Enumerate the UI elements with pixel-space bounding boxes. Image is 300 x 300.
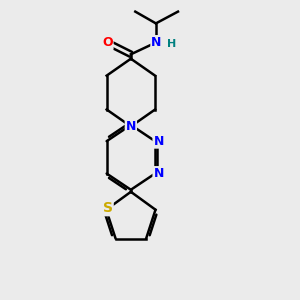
Text: O: O [102, 36, 112, 49]
Text: N: N [153, 167, 164, 180]
Text: N: N [153, 135, 164, 148]
Text: N: N [151, 36, 162, 49]
Text: N: N [126, 120, 136, 133]
Text: S: S [103, 201, 113, 215]
Text: H: H [167, 39, 176, 49]
